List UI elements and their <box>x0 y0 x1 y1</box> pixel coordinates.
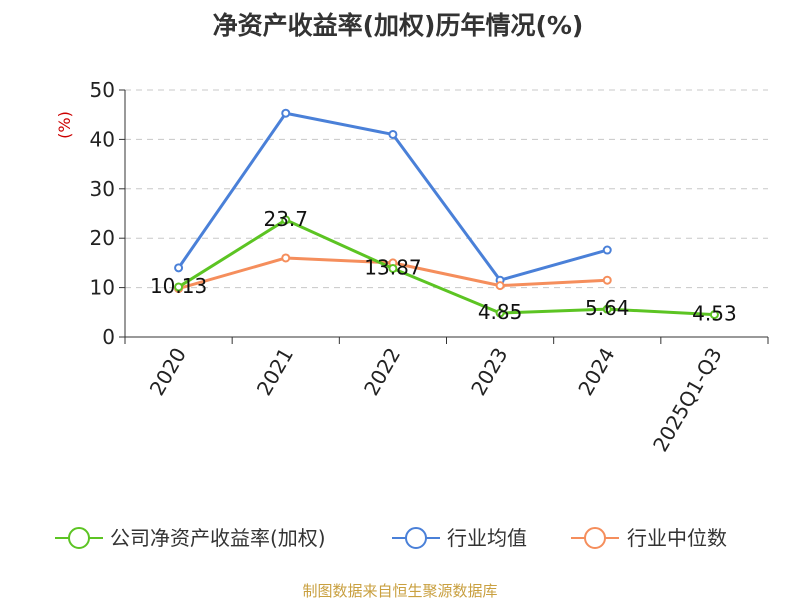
y-tick-label: 50 <box>90 78 115 102</box>
data-point <box>174 263 184 273</box>
data-label: 4.85 <box>478 300 523 324</box>
x-tick-label: 2025Q1-Q3 <box>648 344 727 456</box>
y-tick-label: 10 <box>90 276 115 300</box>
x-tick-label: 2023 <box>466 344 512 400</box>
y-tick-label: 0 <box>102 325 115 349</box>
data-point <box>174 282 184 292</box>
data-point <box>495 308 505 318</box>
x-tick-labels: 2020 2021 2022 2023 2024 2025Q1-Q3 <box>145 344 727 456</box>
data-label: 5.64 <box>585 296 630 320</box>
legend-marker <box>584 527 606 549</box>
axes <box>119 89 769 344</box>
legend-label: 公司净资产收益率(加权) <box>110 526 326 550</box>
data-point <box>281 253 291 263</box>
x-tick-label: 2024 <box>573 344 619 400</box>
data-label: 13.87 <box>364 255 421 279</box>
data-label: 4.53 <box>692 302 737 326</box>
y-tick-label: 30 <box>90 177 115 201</box>
legend-item: 行业中位数 <box>571 526 727 550</box>
chart-title: 净资产收益率(加权)历年情况(%) <box>213 11 584 40</box>
legend-label: 行业中位数 <box>627 526 727 550</box>
series-lines <box>174 108 719 320</box>
data-label: 10.13 <box>150 274 207 298</box>
x-tick-label: 2020 <box>145 344 191 400</box>
data-point <box>281 215 291 225</box>
data-label: 23.7 <box>263 207 308 231</box>
data-point <box>495 281 505 291</box>
y-tick-labels: 0 10 20 30 40 50 <box>90 78 115 349</box>
legend-item: 行业均值 <box>392 526 527 550</box>
y-axis-label: (%) <box>55 111 74 139</box>
source-note: 制图数据来自恒生聚源数据库 <box>302 582 497 600</box>
x-tick-label: 2022 <box>359 344 405 400</box>
data-point <box>602 245 612 255</box>
data-point <box>602 304 612 314</box>
legend-label: 行业均值 <box>447 526 527 550</box>
data-labels: 10.13 23.7 13.87 4.85 5.64 4.53 <box>150 207 737 326</box>
x-tick-label: 2021 <box>252 344 298 400</box>
legend-item: 公司净资产收益率(加权) <box>55 526 326 550</box>
legend-marker <box>405 527 427 549</box>
grid-lines <box>125 89 768 289</box>
data-point <box>281 108 291 118</box>
data-point <box>388 129 398 139</box>
legend: 公司净资产收益率(加权) 行业均值 行业中位数 <box>55 526 727 550</box>
data-point <box>709 310 719 320</box>
y-tick-label: 40 <box>90 127 115 151</box>
y-tick-label: 20 <box>90 226 115 250</box>
data-point <box>602 275 612 285</box>
data-point <box>388 263 398 273</box>
legend-marker <box>68 527 90 549</box>
series-line <box>177 218 715 317</box>
